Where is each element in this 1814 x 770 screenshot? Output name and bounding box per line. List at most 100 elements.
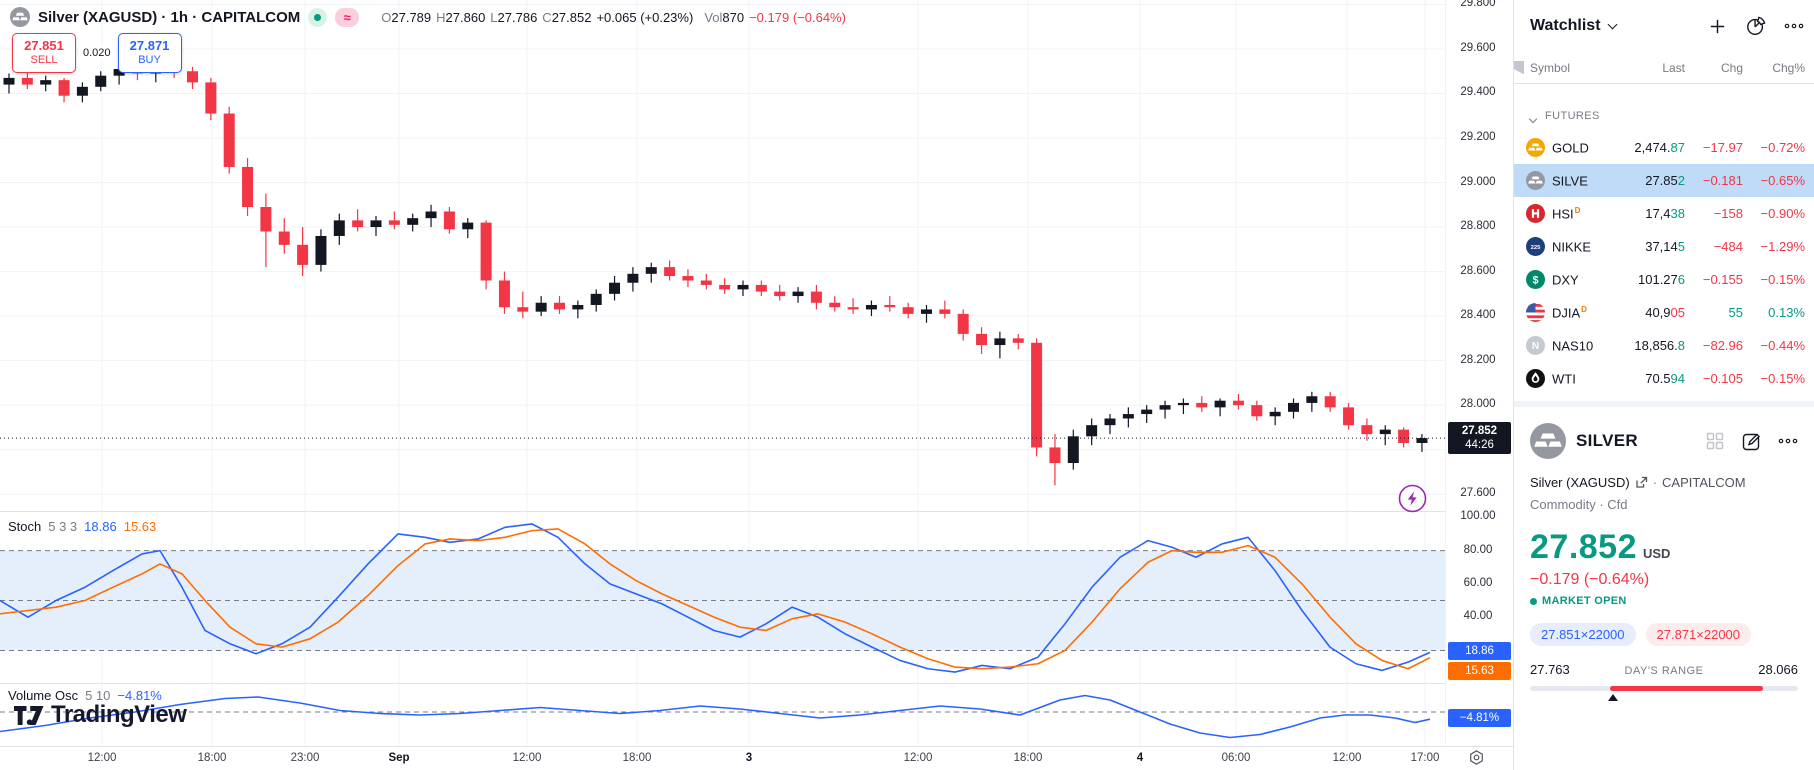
sell-button[interactable]: 27.851 SELL <box>12 33 76 73</box>
range-high: 28.066 <box>1758 662 1798 677</box>
column-chg-pct[interactable]: Chg% <box>1772 60 1805 75</box>
day-change-value: −0.179 (−0.64%) <box>749 9 846 25</box>
volume-osc-legend[interactable]: Volume Osc 5 10 −4.81% <box>8 688 162 703</box>
watchlist-row[interactable]: HSID 17,438 −158 −0.90% <box>1514 197 1814 230</box>
notes-edit-icon[interactable] <box>1741 431 1762 452</box>
bar-change-value: +0.065 (+0.23%) <box>596 9 694 25</box>
watchlist-column-headers: Symbol Last Chg Chg% <box>1514 52 1814 84</box>
time-tick: 18:00 <box>1013 752 1043 764</box>
volume-value: 870 <box>722 9 745 25</box>
nasdaq-icon: N <box>1526 336 1545 355</box>
stoch-pane[interactable] <box>0 512 1445 684</box>
price-tick: 29.800 <box>1460 0 1496 10</box>
data-status-icon[interactable] <box>308 7 328 27</box>
range-low: 27.763 <box>1530 662 1570 677</box>
silver-symbol-icon <box>1530 423 1566 459</box>
open-value: 27.789 <box>391 9 432 25</box>
time-tick: 06:00 <box>1221 752 1251 764</box>
last-value: 18,856.8 <box>1634 338 1685 353</box>
column-last[interactable]: Last <box>1662 60 1685 75</box>
change-value: −158 <box>1713 206 1743 221</box>
watchlist-row[interactable]: 225 NIKKE 37,145 −484 −1.29% <box>1514 230 1814 263</box>
market-open-dot-icon <box>1530 597 1537 605</box>
bid-pill[interactable]: 27.851×22000 <box>1530 623 1636 646</box>
add-symbol-button[interactable] <box>1707 16 1728 37</box>
list-tab-marker <box>1514 60 1524 75</box>
column-chg[interactable]: Chg <box>1720 60 1743 75</box>
symbol-label: HSI <box>1552 206 1574 222</box>
change-percent: −0.15% <box>1760 371 1805 386</box>
change-value: −0.105 <box>1702 371 1743 386</box>
watchlist-row[interactable]: GOLD 2,474.87 −17.97 −0.72% <box>1514 131 1814 164</box>
time-tick: 12:00 <box>512 752 542 764</box>
watchlist-row[interactable]: N NAS10 18,856.8 −82.96 −0.44% <box>1514 329 1814 362</box>
current-price-badge: 27.852 44:26 <box>1448 422 1511 455</box>
change-percent: −0.15% <box>1760 272 1805 287</box>
dollar-icon: $ <box>1526 270 1545 289</box>
hsi-icon <box>1526 204 1545 223</box>
watchlist-row[interactable]: DJIAD 40,905 55 0.13% <box>1514 296 1814 329</box>
ask-pill[interactable]: 27.871×22000 <box>1645 623 1752 646</box>
days-range-bar <box>1530 686 1798 701</box>
change-value: 55 <box>1728 305 1743 320</box>
symbol-label: NIKKE <box>1552 239 1592 255</box>
detail-symbol-name: SILVER <box>1576 431 1638 450</box>
range-fill <box>1610 686 1764 691</box>
change-value: −0.155 <box>1702 272 1743 287</box>
tradingview-logo[interactable]: TradingView <box>14 701 187 729</box>
watchlist-rows: GOLD 2,474.87 −17.97 −0.72% SILVE 27.852… <box>1514 131 1814 395</box>
change-value: −17.97 <box>1702 140 1743 155</box>
detail-category: Commodity · Cfd <box>1530 497 1628 512</box>
price-tick: 28.800 <box>1460 220 1496 233</box>
spread-value: 0.020 <box>78 46 116 60</box>
silver-bars-icon <box>1526 171 1545 190</box>
detail-change: −0.179 (−0.64%) <box>1530 571 1650 588</box>
price-axis[interactable]: 29.800 29.600 29.400 29.200 29.000 28.800 28.6… <box>1445 0 1513 746</box>
instant-order-lightning-icon[interactable] <box>1398 484 1427 518</box>
buy-button[interactable]: 27.871 BUY <box>117 33 182 73</box>
market-status-flag-icon[interactable]: ≈ <box>335 7 360 27</box>
watchlist-row[interactable]: SILVE 27.852 −0.181 −0.65% <box>1514 164 1814 197</box>
timezone-settings-icon[interactable] <box>1468 749 1485 770</box>
last-value: 40,905 <box>1645 305 1685 320</box>
detail-symbol-full[interactable]: Silver (XAGUSD) <box>1530 475 1630 490</box>
chart-section: Silver (XAGUSD) · 1h · CAPITALCOM ≈ O27.… <box>0 0 1513 770</box>
high-value: 27.860 <box>445 9 486 25</box>
price-tick: 28.600 <box>1460 264 1496 277</box>
time-tick: 18:00 <box>197 752 227 764</box>
futures-section-header[interactable]: FUTURES <box>1514 84 1814 131</box>
price-chart-pane[interactable] <box>0 0 1445 512</box>
watchlist-row[interactable]: $ DXY 101.276 −0.155 −0.15% <box>1514 263 1814 296</box>
chart-symbol-title[interactable]: Silver (XAGUSD) · 1h · CAPITALCOM <box>38 8 301 26</box>
stoch-scale-tick: 80.00 <box>1463 543 1493 556</box>
change-percent: −1.29% <box>1760 239 1805 254</box>
detail-price: 27.852 <box>1530 528 1637 566</box>
price-tick: 27.600 <box>1460 487 1496 500</box>
price-tick: 29.600 <box>1460 41 1496 54</box>
oil-drop-icon <box>1526 369 1545 388</box>
time-axis[interactable]: 12:00 18:00 23:00 Sep 12:00 18:00 3 12:00 18:00 4… <box>0 746 1513 770</box>
external-link-icon[interactable] <box>1635 476 1648 489</box>
sector-pie-button[interactable] <box>1745 15 1767 37</box>
watchlist-more-button[interactable] <box>1784 22 1804 30</box>
time-tick: 4 <box>1136 752 1144 764</box>
change-percent: −0.65% <box>1760 173 1805 188</box>
symbol-label: GOLD <box>1552 140 1589 156</box>
watchlist-row[interactable]: WTI 70.594 −0.105 −0.15% <box>1514 362 1814 395</box>
volume-osc-pane[interactable] <box>0 684 1445 746</box>
tradingview-logo-icon <box>14 705 44 725</box>
pane-divider[interactable] <box>0 511 1513 512</box>
change-percent: 0.13% <box>1768 305 1805 320</box>
column-symbol[interactable]: Symbol <box>1530 60 1571 75</box>
grid-layout-icon[interactable] <box>1705 431 1725 451</box>
us-flag-icon <box>1526 303 1545 322</box>
symbol-label: DXY <box>1552 272 1579 288</box>
pane-divider[interactable] <box>0 683 1513 684</box>
market-status: MARKET OPEN <box>1530 595 1798 607</box>
detail-more-button[interactable] <box>1778 437 1798 445</box>
time-tick: 12:00 <box>903 752 933 764</box>
watchlist-title-menu[interactable]: Watchlist <box>1530 17 1617 35</box>
svg-text:225: 225 <box>1531 245 1542 251</box>
stoch-legend[interactable]: Stoch 5 3 3 18.86 15.63 <box>8 519 157 534</box>
